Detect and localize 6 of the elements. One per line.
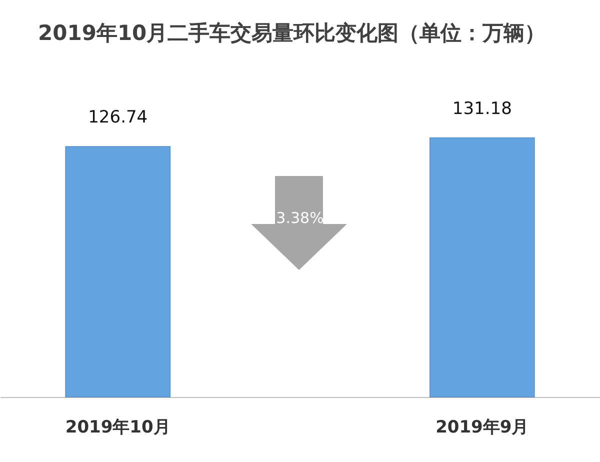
chart-title: 2019年10月二手车交易量环比变化图（单位：万辆） — [38, 21, 546, 45]
x-tick-label: 2019年10月 — [65, 418, 170, 438]
data-label: 131.18 — [452, 98, 512, 119]
annotation: 3.38% — [276, 209, 324, 227]
data-label: 126.74 — [88, 108, 148, 128]
x-tick-label: 2019年9月 — [436, 418, 529, 438]
